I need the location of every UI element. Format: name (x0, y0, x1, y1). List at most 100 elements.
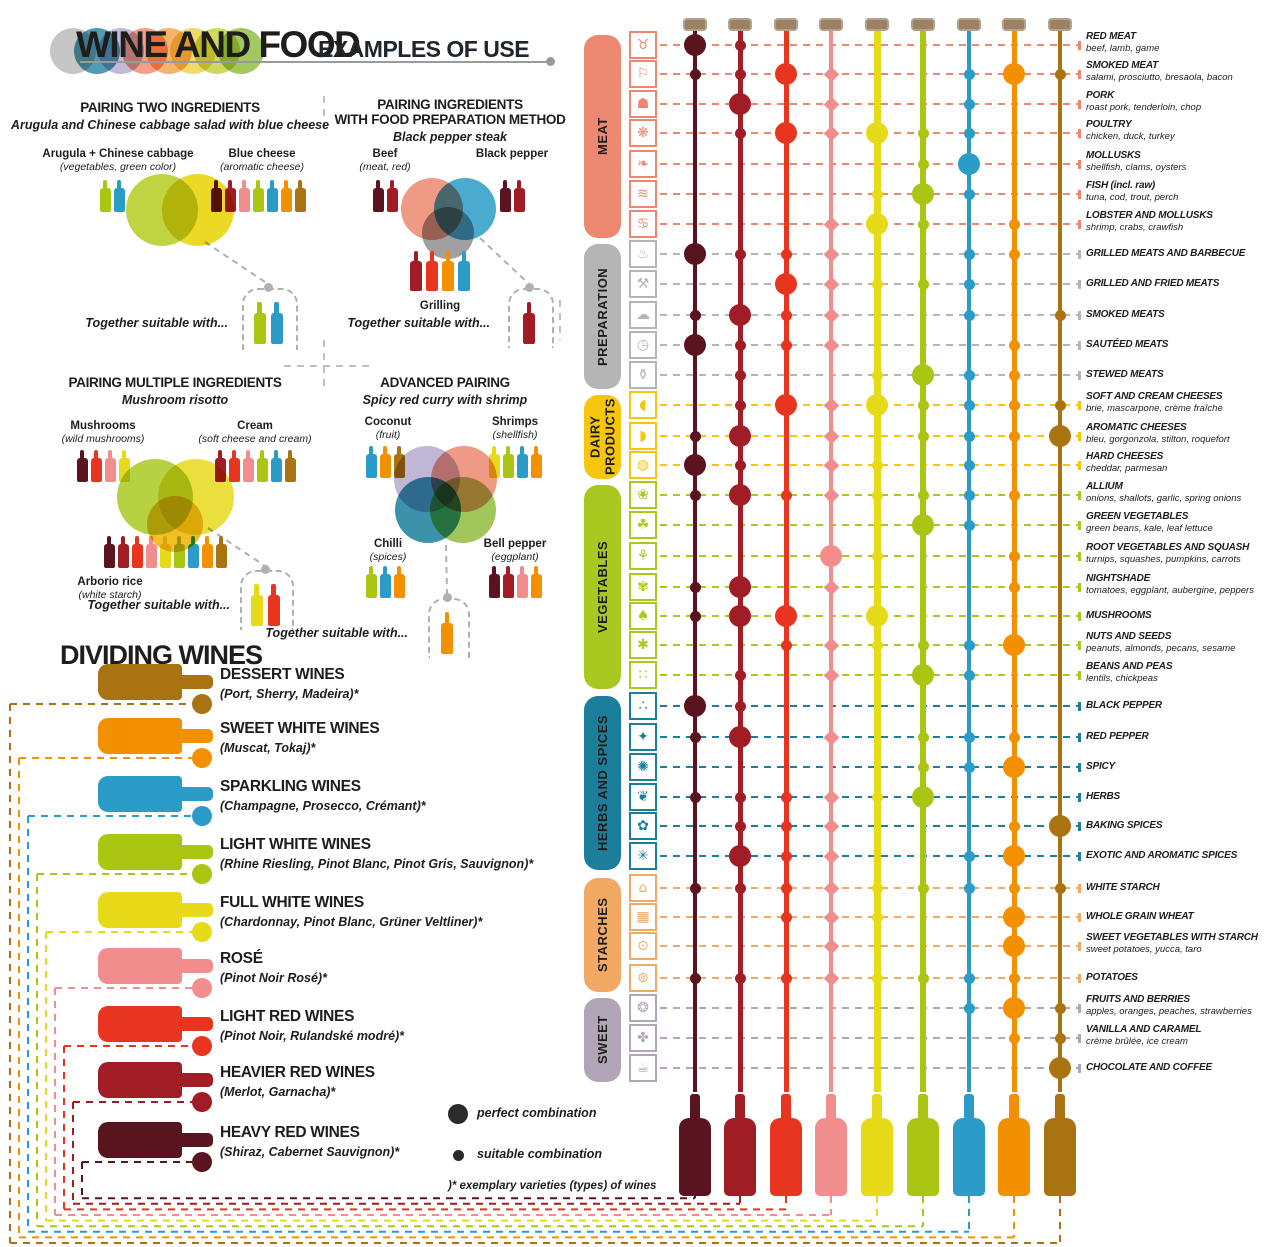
food-label: SWEET VEGETABLES WITH STARCH (1086, 932, 1258, 943)
venn-circle (430, 477, 496, 543)
bottle-neck (205, 536, 209, 546)
bottle-neck (520, 446, 524, 456)
perfect-dot (729, 576, 751, 598)
perfect-dot (866, 394, 888, 416)
list-bottle-neck (180, 787, 213, 801)
wine-line-full-white (873, 31, 881, 1092)
mini-wine-bottle (386, 180, 398, 212)
food-row-tick (1078, 1063, 1081, 1073)
suitable-dot (963, 127, 975, 139)
ingredient-sublabel: (soft cheese and cream) (198, 433, 312, 445)
food-row-line (660, 944, 1078, 948)
food-row-tick (1078, 732, 1081, 742)
suitable-dot (917, 430, 929, 442)
wine-varieties: (Pinot Noir, Rulandské modré)* (220, 1029, 405, 1043)
ingredient-label: Mushrooms (70, 420, 136, 432)
bottle-body (513, 188, 525, 212)
bottle-neck (369, 566, 373, 576)
mini-wine-bottle (113, 180, 125, 212)
fish-icon: ≋ (637, 185, 649, 202)
food-label: NIGHTSHADE (1086, 573, 1151, 584)
food-icon-box: ❂ (629, 993, 657, 1022)
suitable-dot (963, 369, 975, 381)
food-row-tick (1078, 851, 1081, 861)
bottle-body (393, 574, 405, 598)
food-icon-box: ❋ (629, 118, 657, 147)
suitable-dot (963, 731, 975, 743)
food-row-line (660, 735, 1078, 739)
wine-varieties: (Port, Sherry, Madeira)* (220, 687, 359, 701)
suitable-dot (871, 911, 883, 923)
list-bottle-body (98, 664, 182, 700)
nuts-seeds-icon: ✱ (637, 636, 649, 653)
bottle-neck (781, 1094, 791, 1120)
perfect-dot (912, 786, 934, 808)
ingredient-sublabel: (shellfish) (492, 429, 538, 441)
food-row-tick (1078, 1003, 1081, 1013)
wine-line-dessert (1058, 31, 1062, 1092)
perfect-dot (912, 514, 934, 536)
title-rule (80, 61, 548, 63)
food-row-line (660, 162, 1078, 166)
suitable-dot (689, 791, 701, 803)
bottle-body (103, 544, 115, 568)
category-tab-preparation: PREPARATION (584, 244, 621, 389)
cork-icon (865, 18, 889, 31)
food-row-tick (1078, 279, 1081, 289)
suitable-dot (689, 731, 701, 743)
suitable-dot (871, 882, 883, 894)
bottle-neck (256, 180, 260, 190)
bottle-neck (257, 302, 262, 315)
food-row-tick (1078, 941, 1081, 951)
suitable-dot (1008, 430, 1020, 442)
food-icon-box: ❦ (629, 782, 657, 811)
potatoes-icon: ⊚ (637, 969, 649, 986)
wine-varieties: (Shiraz, Cabernet Sauvignon)* (220, 1145, 400, 1159)
bottle-body (131, 544, 143, 568)
food-row-tick (1078, 249, 1081, 259)
mini-wine-bottle (502, 566, 514, 598)
bottle-neck (117, 180, 121, 190)
mini-wine-bottle (267, 584, 280, 626)
food-sublabel: shrimp, crabs, crawfish (1086, 222, 1184, 233)
wine-line-light-red (783, 31, 789, 1092)
food-row-tick (1078, 973, 1081, 983)
bottle-body (365, 454, 377, 478)
food-row-line (660, 493, 1078, 497)
food-row-line (660, 1036, 1078, 1040)
food-row-tick (1078, 431, 1081, 441)
bottle-body (442, 261, 454, 291)
wine-bottle-sparkling (953, 1118, 985, 1196)
bottle-neck (1055, 1094, 1065, 1120)
bottle-body (76, 458, 88, 482)
bottle-neck (149, 536, 153, 546)
list-wine-dot (192, 806, 212, 826)
suitable-dot (1008, 399, 1020, 411)
cork-icon (957, 18, 981, 31)
list-wine-dot (192, 694, 212, 714)
food-label: MUSHROOMS (1086, 610, 1152, 621)
food-icon-box: ⊙ (629, 931, 657, 960)
food-row-tick (1078, 219, 1081, 229)
venn-circle (147, 496, 203, 552)
food-row-tick (1078, 400, 1081, 410)
bottle-body (118, 458, 130, 482)
mini-wine-bottle (294, 180, 306, 212)
food-row-tick (1078, 792, 1081, 802)
suitable-dot (734, 339, 746, 351)
food-sublabel: lentils, chickpeas (1086, 673, 1158, 684)
bottle-body (252, 188, 264, 212)
category-tab-herbs-and-spices: HERBS AND SPICES (584, 696, 621, 870)
pig-icon: ☗ (636, 95, 650, 112)
food-row-tick (1078, 912, 1081, 922)
food-label: WHITE STARCH (1086, 882, 1160, 893)
food-label: MOLLUSKS (1086, 150, 1141, 161)
cork-icon (819, 18, 843, 31)
wine-varieties: (Merlot, Garnacha)* (220, 1085, 336, 1099)
suitable-dot (734, 399, 746, 411)
perfect-dot-legend (448, 1104, 468, 1124)
list-bottle-body (98, 1122, 182, 1158)
dashed-connector (204, 241, 269, 285)
food-label: EXOTIC AND AROMATIC SPICES (1086, 850, 1238, 861)
list-bottle-neck (180, 845, 213, 859)
